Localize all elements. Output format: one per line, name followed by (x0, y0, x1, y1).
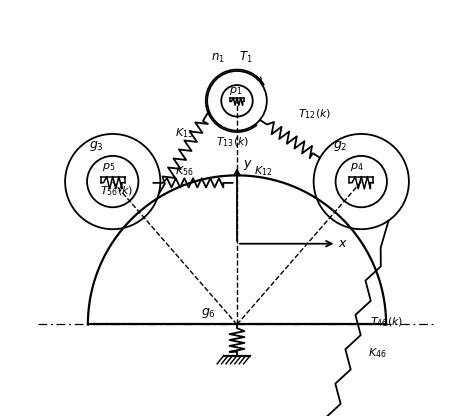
Text: $T_{46}(k)$: $T_{46}(k)$ (370, 316, 403, 329)
Text: $K_{46}$: $K_{46}$ (368, 347, 387, 360)
Text: $p_1$: $p_1$ (229, 85, 242, 97)
Text: $x$: $x$ (338, 237, 348, 250)
Text: $g_6$: $g_6$ (201, 306, 216, 320)
Text: $K_{12}$: $K_{12}$ (254, 164, 272, 178)
Text: $p_5$: $p_5$ (102, 161, 115, 173)
Text: $p_4$: $p_4$ (350, 161, 364, 173)
Text: $g_2$: $g_2$ (333, 139, 348, 153)
Text: $K_{13}$: $K_{13}$ (174, 126, 193, 140)
Text: $T_{56}(k)$: $T_{56}(k)$ (100, 185, 134, 198)
Text: $y$: $y$ (243, 158, 253, 172)
Text: $K_{56}$: $K_{56}$ (175, 164, 194, 178)
Text: $n_1$: $n_1$ (211, 52, 225, 65)
Text: $T_{13}(k)$: $T_{13}(k)$ (216, 136, 249, 149)
Text: $T_1$: $T_1$ (239, 50, 253, 65)
Text: $g_3$: $g_3$ (89, 139, 104, 153)
Text: $T_{12}(k)$: $T_{12}(k)$ (298, 108, 331, 121)
